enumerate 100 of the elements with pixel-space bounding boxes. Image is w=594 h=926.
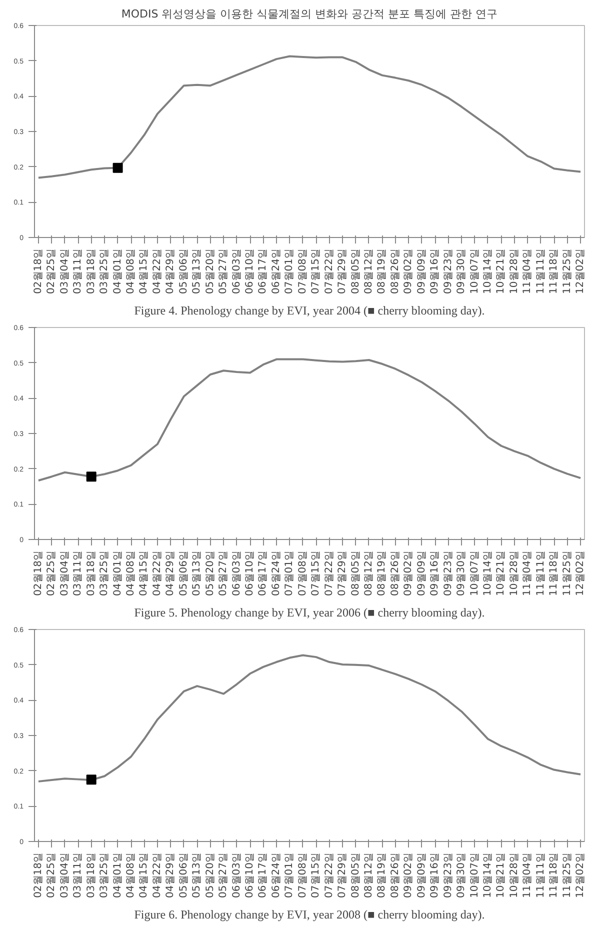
x-tick-label: 10월07일: [469, 852, 480, 898]
x-tick-label: 05월27일: [218, 248, 230, 294]
x-tick-label: 03월25일: [99, 550, 110, 596]
x-tick-label: 03월18일: [86, 550, 97, 596]
x-tick-label: 03월04일: [59, 248, 70, 294]
x-tick-label: 10월28일: [508, 550, 520, 596]
x-tick-label: 05월27일: [218, 852, 230, 898]
x-tick-label: 09월30일: [456, 852, 468, 898]
x-tick-label: 11월25일: [562, 248, 573, 294]
x-tick-label: 05월20일: [204, 852, 216, 898]
x-tick-label: 06월17일: [258, 852, 269, 898]
x-tick-label: 03월18일: [86, 248, 97, 294]
x-tick-label: 09월02일: [403, 852, 414, 898]
x-tick-label: 05월20일: [204, 550, 216, 596]
x-tick-label: 07월08일: [297, 550, 308, 596]
x-tick-label: 02월18일: [32, 248, 44, 294]
x-tick-label: 02월18일: [32, 550, 44, 596]
x-tick-label: 10월14일: [482, 550, 494, 596]
chart-title: MODIS 위성영상을 이용한 식물계절의 변화와 공간적 분포 특징에 관한 연구: [121, 8, 498, 20]
x-tick-label: 07월01일: [284, 852, 296, 898]
x-tick-label: 04월01일: [112, 550, 124, 596]
x-tick-label: 07월01일: [284, 248, 296, 294]
x-tick-label: 03월04일: [59, 852, 70, 898]
x-tick-label: 02월25일: [46, 550, 58, 596]
x-tick-label: 05월13일: [192, 852, 203, 898]
x-tick-label: 05월13일: [192, 550, 203, 596]
x-tick-label: 08월26일: [390, 852, 401, 898]
x-tick-label: 06월17일: [258, 248, 269, 294]
x-tick-label: 08월19일: [376, 248, 388, 294]
caption: Figure 5. Phenology change by EVI, year 2006 (■ cherry blooming day).: [134, 606, 485, 620]
x-tick-label: 08월05일: [350, 852, 362, 898]
x-tick-label: 08월19일: [376, 550, 388, 596]
x-tick-label: 04월22일: [152, 550, 163, 596]
x-tick-label: 07월22일: [324, 550, 335, 596]
x-tick-label: 11월11일: [535, 550, 546, 596]
x-tick-label: 03월25일: [99, 248, 110, 294]
x-tick-label: 06월17일: [258, 550, 269, 596]
x-tick-label: 11월18일: [548, 852, 560, 898]
x-tick-label: 04월29일: [165, 852, 176, 898]
x-tick-label: 05월20일: [204, 248, 216, 294]
x-tick-label: 09월09일: [416, 852, 428, 898]
x-tick-label: 07월29일: [337, 550, 348, 596]
x-tick-label: 04월29일: [165, 248, 176, 294]
x-tick-label: 11월11일: [535, 248, 546, 294]
x-tick-label: 04월08일: [126, 248, 137, 294]
x-tick-label: 04월15일: [138, 852, 150, 898]
x-tick-label: 03월18일: [86, 852, 97, 898]
x-tick-label: 09월09일: [416, 248, 428, 294]
x-tick-label: 09월23일: [442, 852, 454, 898]
x-tick-label: 03월11일: [72, 852, 84, 898]
x-tick-label: 08월12일: [363, 550, 374, 596]
x-tick-label: 06월24일: [270, 550, 282, 596]
x-tick-label: 07월08일: [297, 248, 308, 294]
x-tick-label: 05월06일: [178, 550, 190, 596]
x-tick-label: 11월04일: [522, 852, 534, 898]
x-tick-label: 04월22일: [152, 248, 163, 294]
x-tick-label: 06월10일: [244, 248, 256, 294]
x-tick-label: 06월24일: [270, 852, 282, 898]
x-tick-label: 11월18일: [548, 248, 560, 294]
x-tick-label: 10월28일: [508, 248, 520, 294]
x-tick-label: 08월05일: [350, 550, 362, 596]
x-tick-label: 10월14일: [482, 852, 494, 898]
x-tick-label: 05월13일: [192, 248, 203, 294]
x-tick-label: 02월18일: [32, 852, 44, 898]
line-series: [37, 55, 582, 179]
x-tick-label: 12월02일: [575, 852, 586, 898]
x-tick-label: 08월26일: [390, 248, 401, 294]
x-tick-label: 09월02일: [403, 248, 414, 294]
x-tick-label: 10월21일: [496, 852, 507, 898]
x-tick-label: 04월15일: [138, 550, 150, 596]
x-tick-label: 09월16일: [430, 248, 441, 294]
x-tick-label: 04월22일: [152, 852, 163, 898]
line-series: [37, 358, 582, 482]
x-tick-label: 08월05일: [350, 248, 362, 294]
caption: Figure 4. Phenology change by EVI, year 2004 (■ cherry blooming day).: [134, 304, 485, 318]
x-tick-label: 10월07일: [469, 550, 480, 596]
x-tick-label: 06월10일: [244, 852, 256, 898]
x-tick-label: 07월29일: [337, 248, 348, 294]
x-tick-label: 07월15일: [310, 248, 322, 294]
x-tick-label: 04월08일: [126, 852, 137, 898]
x-tick-label: 09월23일: [442, 550, 454, 596]
x-tick-label: 03월04일: [59, 550, 70, 596]
x-tick-label: 11월11일: [535, 852, 546, 898]
x-tick-label: 06월03일: [231, 550, 242, 596]
x-tick-label: 11월18일: [548, 550, 560, 596]
x-tick-label: 04월08일: [126, 550, 137, 596]
x-tick-label: 12월02일: [575, 248, 586, 294]
x-tick-label: 06월24일: [270, 248, 282, 294]
x-tick-label: 05월27일: [218, 550, 230, 596]
x-tick-label: 04월29일: [165, 550, 176, 596]
x-tick-label: 03월11일: [72, 550, 84, 596]
x-tick-label: 07월22일: [324, 852, 335, 898]
x-tick-label: 10월07일: [469, 248, 480, 294]
x-tick-label: 10월21일: [496, 550, 507, 596]
x-tick-label: 08월12일: [363, 248, 374, 294]
x-tick-label: 07월22일: [324, 248, 335, 294]
x-tick-label: 12월02일: [575, 550, 586, 596]
x-tick-label: 02월25일: [46, 248, 58, 294]
x-tick-label: 09월16일: [430, 550, 441, 596]
x-tick-label: 09월23일: [442, 248, 454, 294]
